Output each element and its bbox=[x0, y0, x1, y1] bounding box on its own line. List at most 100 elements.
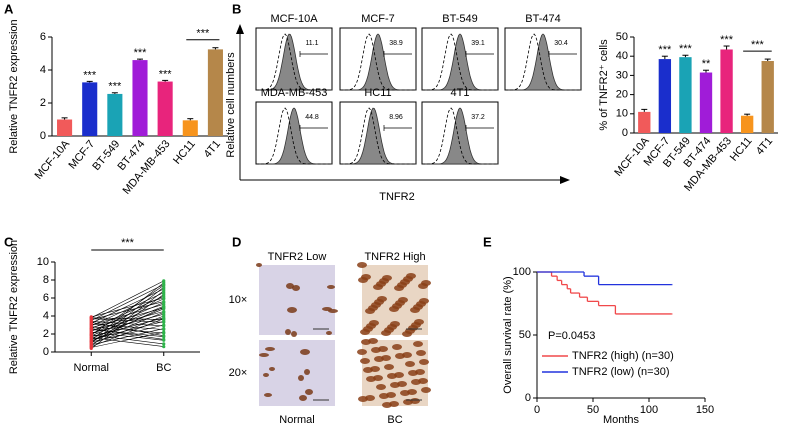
stain bbox=[395, 353, 405, 359]
y-tick-label: 4 bbox=[40, 64, 46, 76]
column-title: TNFR2 Low bbox=[268, 251, 327, 263]
pair-line bbox=[91, 306, 164, 342]
stain bbox=[411, 379, 421, 385]
stain bbox=[366, 376, 376, 382]
y-tick-label: 50 bbox=[616, 31, 628, 43]
x-tick-label: MCF-10A bbox=[33, 138, 73, 182]
stain bbox=[299, 395, 307, 401]
histogram-title: HC11 bbox=[364, 87, 391, 99]
control-histogram bbox=[340, 33, 416, 91]
x-tick-label: 100 bbox=[640, 404, 658, 416]
x-tick-label: HC11 bbox=[728, 135, 755, 164]
y-tick-label: 100 bbox=[513, 266, 531, 278]
y-axis-label: Relative TNFR2 expression bbox=[8, 240, 20, 374]
y-tick-label: 4 bbox=[43, 310, 49, 322]
significance: *** bbox=[658, 44, 672, 56]
point bbox=[89, 316, 93, 320]
stain bbox=[259, 353, 269, 357]
stain bbox=[419, 359, 429, 365]
pair-line bbox=[91, 313, 164, 334]
stain bbox=[357, 349, 367, 355]
point bbox=[162, 337, 166, 341]
point bbox=[89, 323, 93, 327]
stain bbox=[291, 331, 297, 337]
y-tick-label: 2 bbox=[40, 97, 46, 109]
pair-line bbox=[91, 317, 164, 320]
gate-percent: 37.2 bbox=[471, 114, 485, 121]
legend-label: TNFR2 (high) (n=30) bbox=[572, 350, 674, 362]
stain bbox=[304, 369, 310, 375]
y-tick-label: 10 bbox=[616, 108, 628, 120]
pair-line bbox=[91, 323, 164, 330]
point bbox=[89, 327, 93, 331]
arrow-head bbox=[560, 176, 570, 184]
pair-line bbox=[91, 324, 164, 343]
histogram-title: BT-474 bbox=[525, 13, 560, 25]
pair-line bbox=[91, 301, 164, 320]
y-tick-label: 2 bbox=[43, 328, 49, 340]
stain bbox=[264, 393, 272, 397]
stain bbox=[357, 262, 367, 268]
stain bbox=[256, 263, 262, 267]
y-axis-label: Overall survival rate (%) bbox=[502, 276, 514, 393]
pair-line bbox=[91, 328, 164, 346]
bracket-label: *** bbox=[196, 28, 210, 40]
pair-line bbox=[91, 280, 164, 319]
stain bbox=[390, 382, 400, 388]
x-tick-label: 4T1 bbox=[202, 138, 223, 160]
column-footer: BC bbox=[387, 414, 402, 426]
stain bbox=[361, 339, 371, 345]
y-tick-label: 0 bbox=[40, 130, 46, 142]
point bbox=[162, 305, 166, 309]
point bbox=[162, 283, 166, 287]
stain bbox=[384, 364, 394, 370]
stain bbox=[326, 331, 332, 335]
bar bbox=[182, 120, 198, 136]
y-tick-label: 6 bbox=[43, 292, 49, 304]
stain bbox=[382, 275, 392, 281]
bar bbox=[157, 81, 173, 136]
stain bbox=[377, 296, 387, 302]
stain bbox=[421, 387, 431, 393]
bar bbox=[638, 111, 651, 133]
point bbox=[89, 320, 93, 324]
stain bbox=[387, 373, 397, 379]
significance: *** bbox=[134, 47, 148, 59]
point bbox=[162, 300, 166, 304]
point bbox=[162, 327, 166, 331]
stain bbox=[285, 329, 291, 335]
bar bbox=[720, 49, 733, 134]
control-histogram bbox=[256, 107, 332, 165]
row-label: 20× bbox=[229, 367, 248, 379]
stain bbox=[287, 307, 297, 313]
pair-line bbox=[91, 322, 164, 337]
stain bbox=[298, 375, 304, 381]
arrow-head bbox=[236, 24, 244, 34]
pair-line bbox=[91, 328, 164, 340]
point bbox=[162, 296, 166, 300]
y-tick-label: 0 bbox=[622, 127, 628, 139]
pair-line bbox=[91, 317, 164, 337]
panel-label: C bbox=[4, 234, 14, 249]
stain bbox=[405, 361, 415, 367]
significance: *** bbox=[679, 43, 693, 55]
stain bbox=[382, 402, 392, 408]
stain bbox=[379, 393, 389, 399]
x-axis-label: TNFR2 bbox=[379, 191, 414, 203]
significance: *** bbox=[83, 69, 97, 81]
stain bbox=[327, 285, 335, 289]
stain bbox=[419, 298, 429, 304]
pair-line bbox=[91, 331, 164, 348]
stain bbox=[369, 320, 379, 326]
stain bbox=[421, 280, 431, 286]
y-tick-label: 10 bbox=[37, 256, 49, 268]
control-histogram bbox=[256, 33, 332, 91]
histogram-title: MCF-7 bbox=[361, 13, 395, 25]
pair-line bbox=[91, 285, 164, 336]
ihc-image bbox=[259, 265, 335, 335]
stain bbox=[361, 274, 371, 280]
y-tick-label: 6 bbox=[40, 31, 46, 43]
stain bbox=[392, 344, 402, 350]
x-tick-label: 0 bbox=[534, 404, 540, 416]
row-label: 10× bbox=[229, 294, 248, 306]
